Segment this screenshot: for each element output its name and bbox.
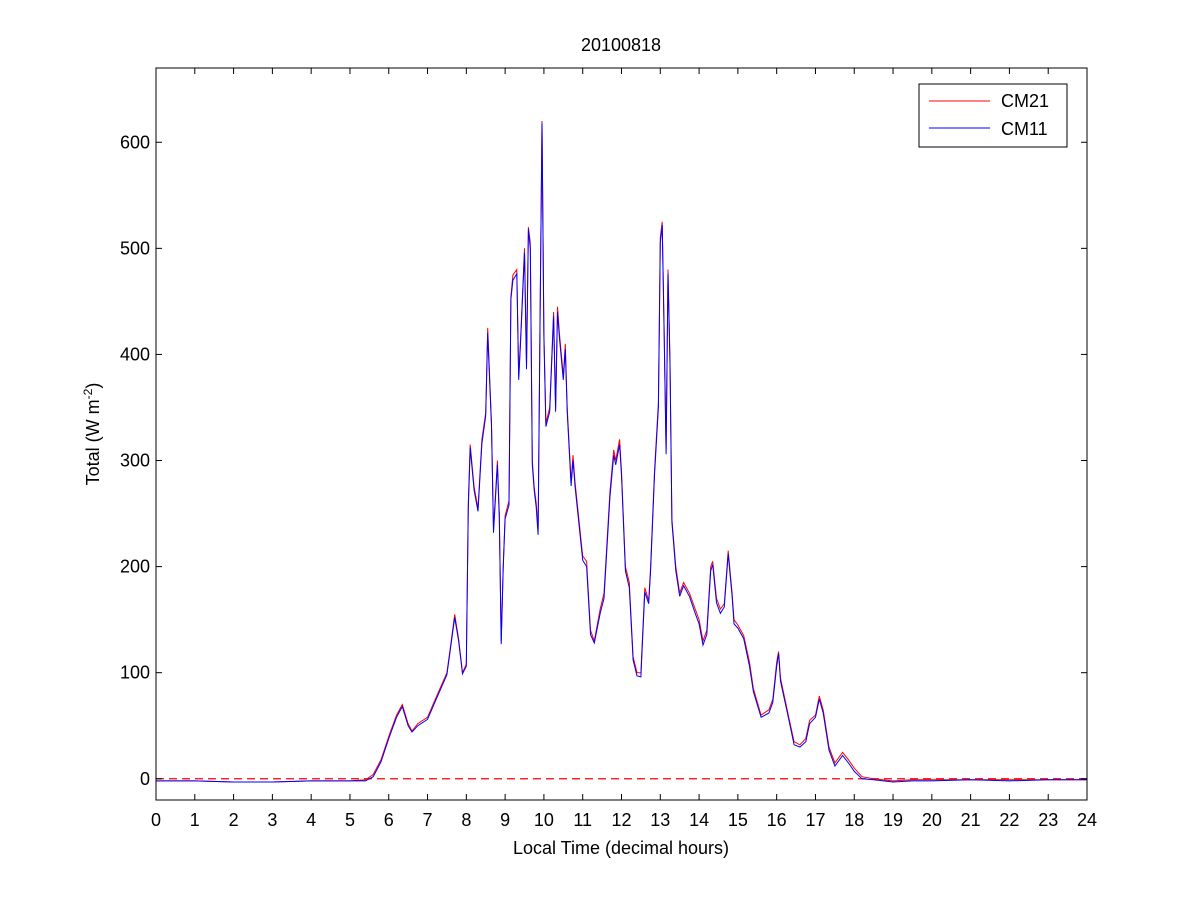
x-tick-label: 4 [306,810,316,830]
x-tick-label: 18 [844,810,864,830]
x-tick-label: 0 [151,810,161,830]
legend: CM21 CM11 [918,83,1068,148]
x-tick-label: 16 [767,810,787,830]
x-tick-label: 23 [1038,810,1058,830]
x-tick-label: 9 [500,810,510,830]
x-tick-label: 11 [573,810,592,830]
x-tick-label: 17 [805,810,825,830]
y-axis-label: Total (W m-2) [81,383,103,486]
y-tick-label: 100 [120,663,150,683]
x-tick-label: 24 [1077,810,1097,830]
y-axis-label-main: Total (W m [83,399,103,485]
y-tick-label: 200 [120,557,150,577]
x-axis-ticks: 0 1 2 3 4 5 6 7 8 9 10 11 12 13 14 15 16 17 18 19 20 21 22 23 24 [151,68,1097,830]
x-tick-label: 7 [423,810,433,830]
y-axis-label-end: ) [83,383,103,389]
y-tick-label: 500 [120,238,150,258]
x-tick-label: 1 [190,810,200,830]
x-tick-label: 13 [650,810,670,830]
y-axis-label-superscript: -2 [81,388,95,399]
x-tick-label: 5 [345,810,355,830]
x-tick-label: 21 [961,810,981,830]
y-tick-label: 600 [120,132,150,152]
y-tick-label: 0 [140,769,150,789]
legend-label-cm21: CM21 [1001,91,1049,111]
x-axis-label: Local Time (decimal hours) [513,838,729,858]
x-tick-label: 14 [689,810,709,830]
plot-area [156,120,1087,783]
y-tick-label: 300 [120,451,150,471]
x-tick-label: 2 [229,810,239,830]
x-tick-label: 20 [922,810,942,830]
legend-label-cm11: CM11 [1001,119,1048,139]
x-tick-label: 6 [384,810,394,830]
x-tick-label: 19 [883,810,903,830]
series-layer [156,120,1087,783]
x-tick-label: 12 [611,810,631,830]
x-tick-label: 3 [267,810,277,830]
y-axis-ticks: 0 100 200 300 400 500 600 [120,132,1087,789]
x-tick-label: 22 [999,810,1019,830]
chart-title: 20100818 [581,35,661,55]
y-tick-label: 400 [120,344,150,364]
x-tick-label: 8 [461,810,471,830]
x-tick-label: 10 [534,810,554,830]
x-tick-label: 15 [728,810,748,830]
legend-box [918,83,1068,148]
series-line-cm11 [156,123,1087,783]
